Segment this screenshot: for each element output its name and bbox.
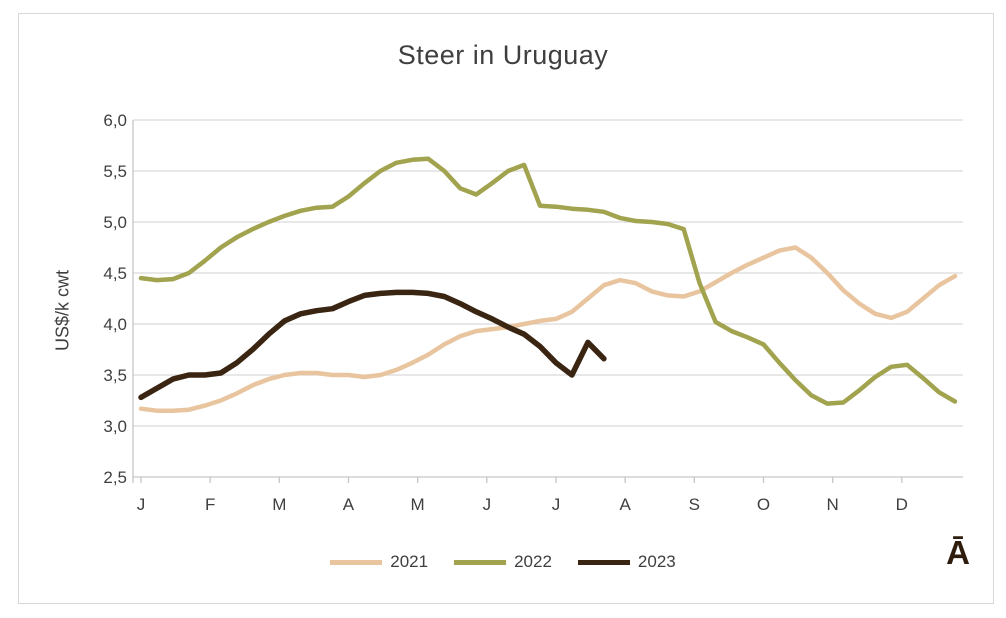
- y-axis-label: 6,0: [103, 111, 127, 130]
- legend-label-2023: 2023: [637, 552, 676, 571]
- legend-swatch-2021: [330, 559, 383, 565]
- x-axis-label-8: S: [689, 495, 700, 514]
- x-axis-label-11: D: [896, 495, 908, 514]
- legend-item-2022: 2022: [454, 552, 552, 572]
- x-axis-label-9: O: [757, 495, 770, 514]
- x-axis-label-10: N: [827, 495, 839, 514]
- x-axis-label-6: J: [552, 495, 561, 514]
- x-axis-label-5: J: [483, 495, 492, 514]
- y-axis-label: 5,0: [103, 213, 127, 232]
- x-axis-label-2: M: [272, 495, 286, 514]
- x-axis-label-3: A: [343, 495, 355, 514]
- series-line-2023: [138, 289, 607, 401]
- chart-title: Steer in Uruguay: [397, 40, 609, 70]
- y-axis-label: 2,5: [103, 468, 127, 487]
- legend-swatch-2022: [454, 559, 507, 565]
- x-axis-label-7: A: [619, 495, 631, 514]
- legend-item-2021: 2021: [330, 552, 428, 572]
- legend-swatch-2023: [577, 559, 630, 565]
- legend-label-2021: 2021: [390, 552, 429, 571]
- legend-label-2022: 2022: [514, 552, 552, 571]
- y-axis-label: 4,5: [103, 264, 127, 283]
- chart-frame: [18, 13, 994, 604]
- y-axis-label: 3,5: [103, 366, 127, 385]
- x-axis-label-4: M: [411, 495, 425, 514]
- series-line-2022: [138, 156, 958, 406]
- legend-item-2023: 2023: [577, 552, 676, 572]
- y-axis-label: 4,0: [103, 315, 127, 334]
- x-axis-label-1: F: [205, 495, 215, 514]
- legend: 2021 2022 2023: [0, 552, 1006, 572]
- x-axis-label-0: J: [137, 495, 146, 514]
- y-axis-label: 3,0: [103, 417, 127, 436]
- footnote-mark: Ā: [946, 534, 970, 571]
- series-line-2021: [138, 245, 958, 413]
- y-axis-label: 5,5: [103, 162, 127, 181]
